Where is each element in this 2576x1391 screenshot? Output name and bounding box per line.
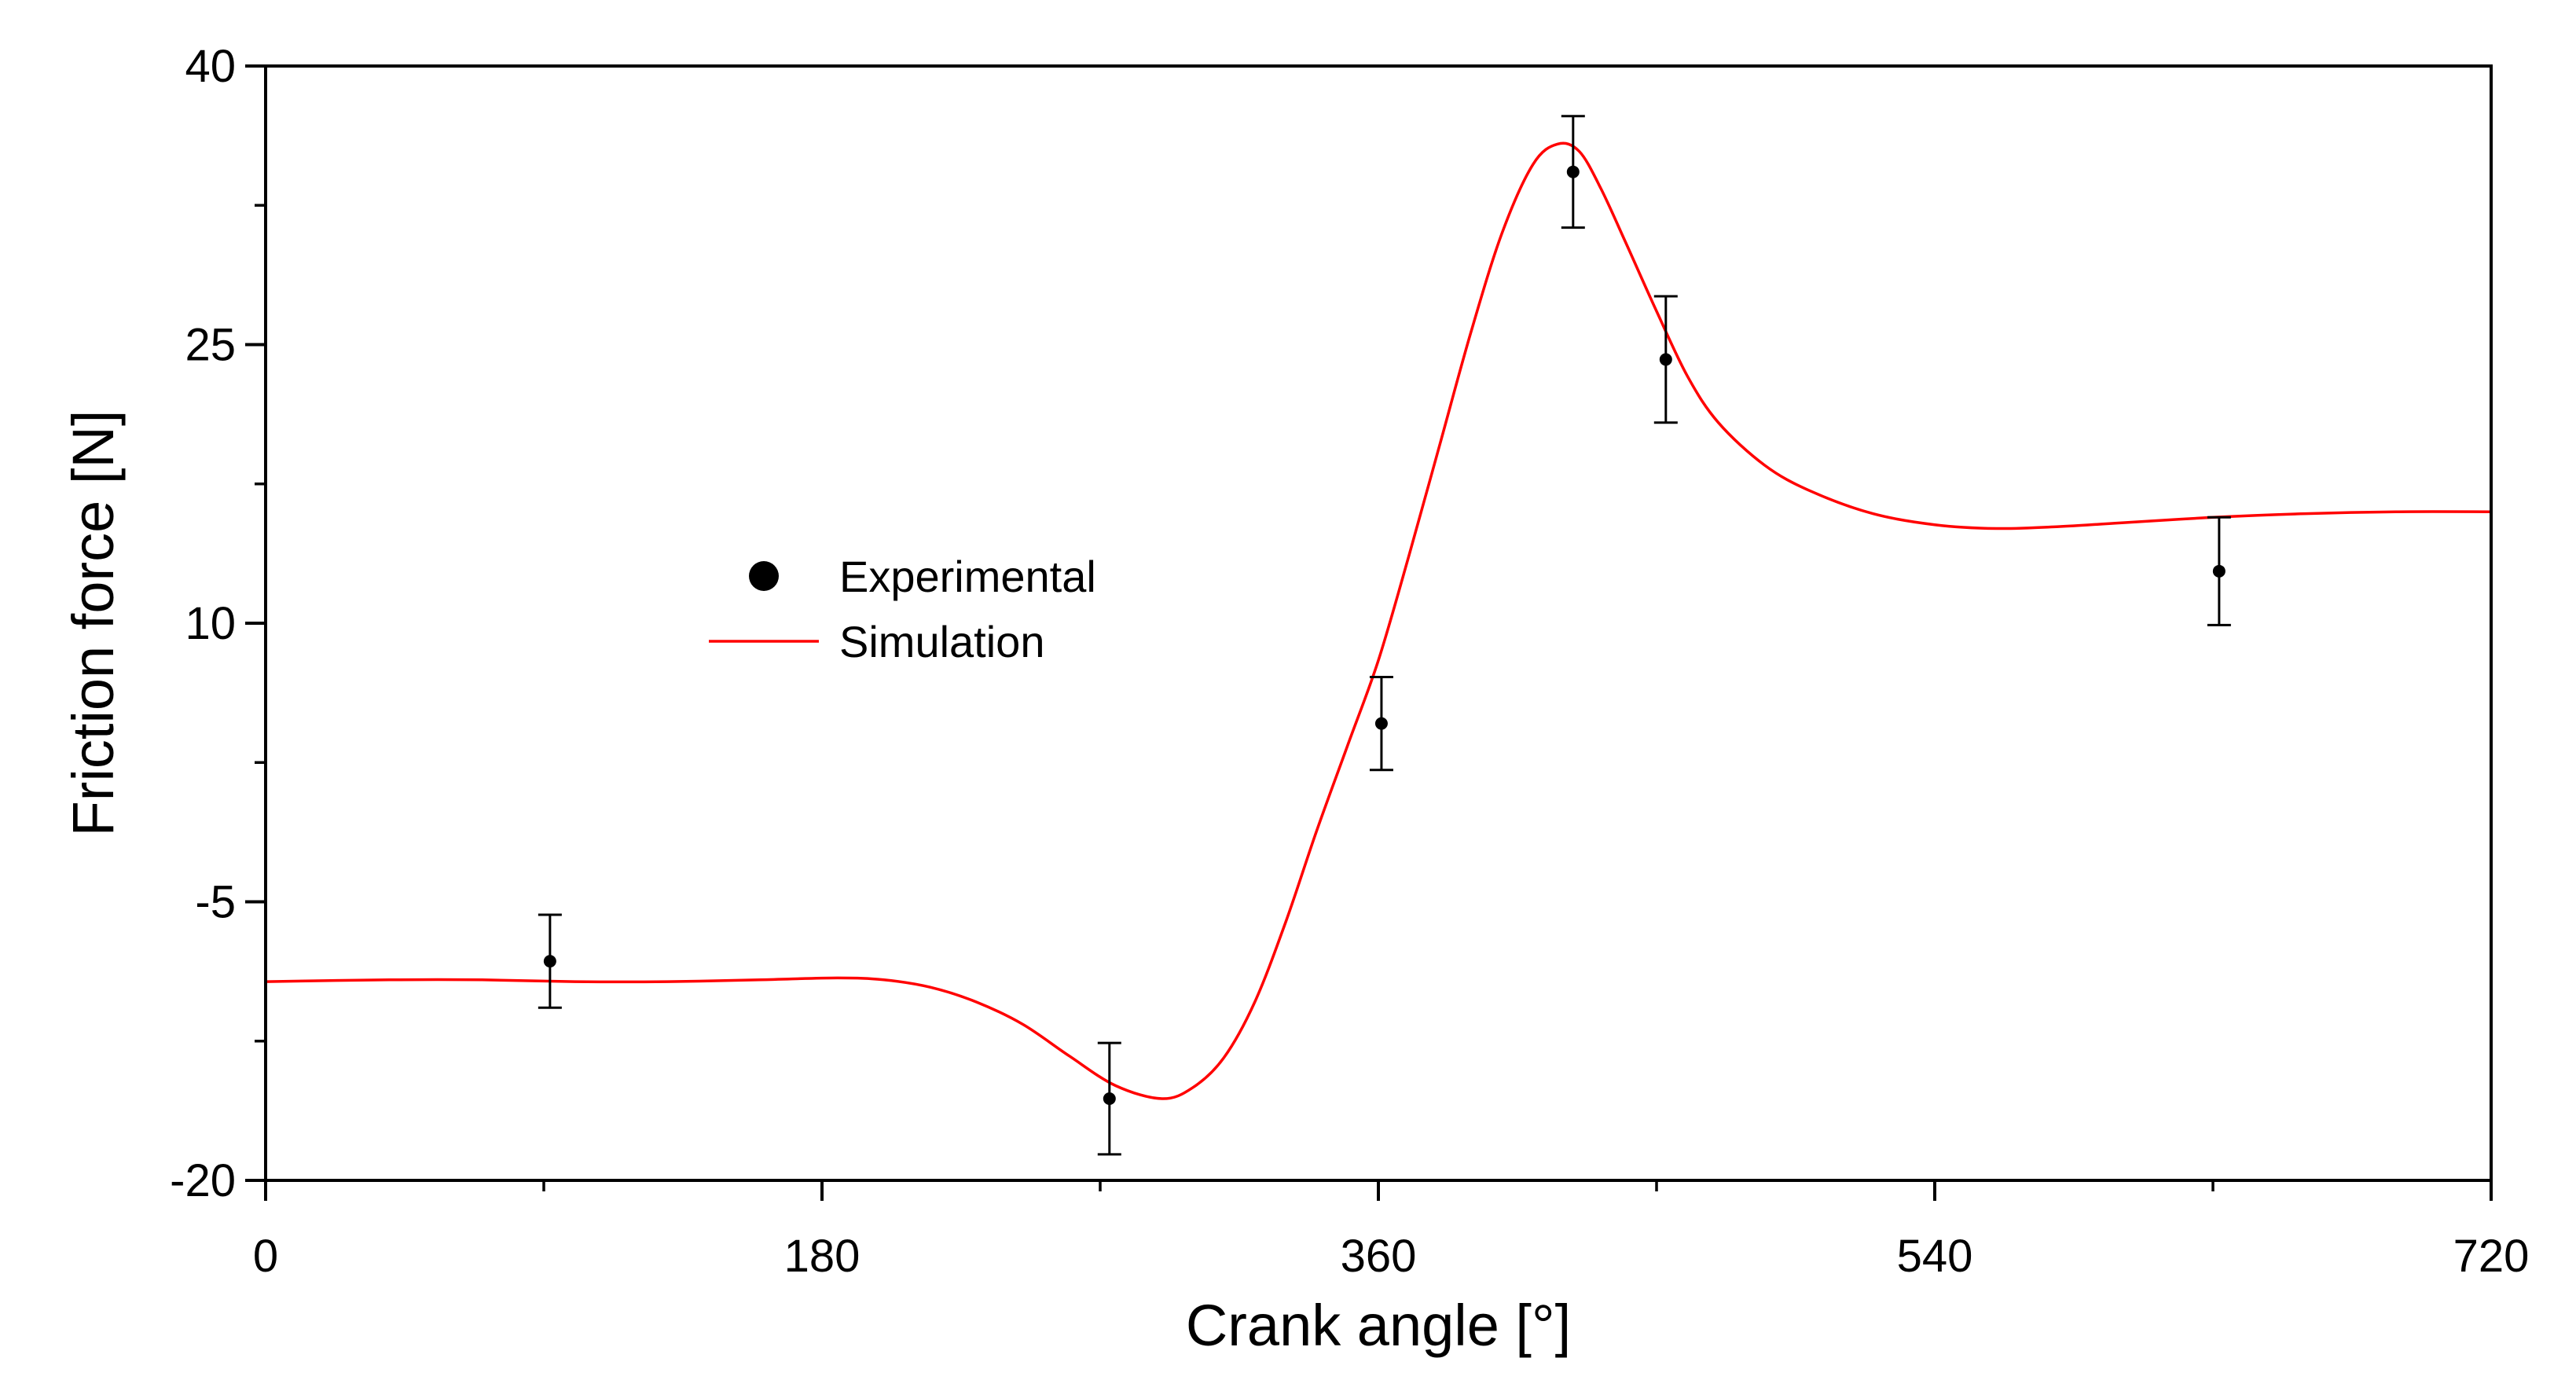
y-tick-label: 25 [185,320,236,371]
experimental-series [538,115,2231,1156]
ticks-layer: 0 180 360 540 720 -20 -5 10 25 40 [170,41,2529,1282]
y-tick-label: 10 [185,598,236,649]
legend-label-simulation: Simulation [839,617,1044,666]
x-tick-label: 540 [1897,1231,1973,1282]
x-tick-label: 720 [2453,1231,2530,1282]
experimental-marker [1566,165,1580,178]
plot-frame [264,64,2493,1182]
y-tick-label: -20 [170,1155,236,1206]
x-tick-label: 0 [253,1231,278,1282]
experimental-point [1653,295,1678,424]
y-tick-label: -5 [195,877,236,928]
experimental-point [538,913,562,1009]
simulation-series [265,141,2492,1100]
x-tick-label: 360 [1341,1231,1417,1282]
x-tick-label: 180 [784,1231,861,1282]
plot-area [266,66,2491,1180]
experimental-marker [2212,564,2226,578]
x-axis-title: Crank angle [°] [1186,1293,1571,1358]
y-axis-title: Friction force [N] [61,410,126,837]
experimental-marker [543,955,556,968]
experimental-point [1097,1041,1121,1156]
experimental-point [1369,676,1393,772]
experimental-marker [1659,353,1672,366]
legend: Experimental Simulation [709,552,1096,666]
experimental-point [1561,115,1585,229]
experimental-point [2207,516,2231,626]
experimental-marker [1103,1092,1116,1106]
y-tick-label: 40 [185,41,236,92]
legend-label-experimental: Experimental [839,552,1096,601]
experimental-marker [1374,717,1388,730]
simulation-line [265,141,2492,1100]
legend-marker-experimental [749,561,779,591]
